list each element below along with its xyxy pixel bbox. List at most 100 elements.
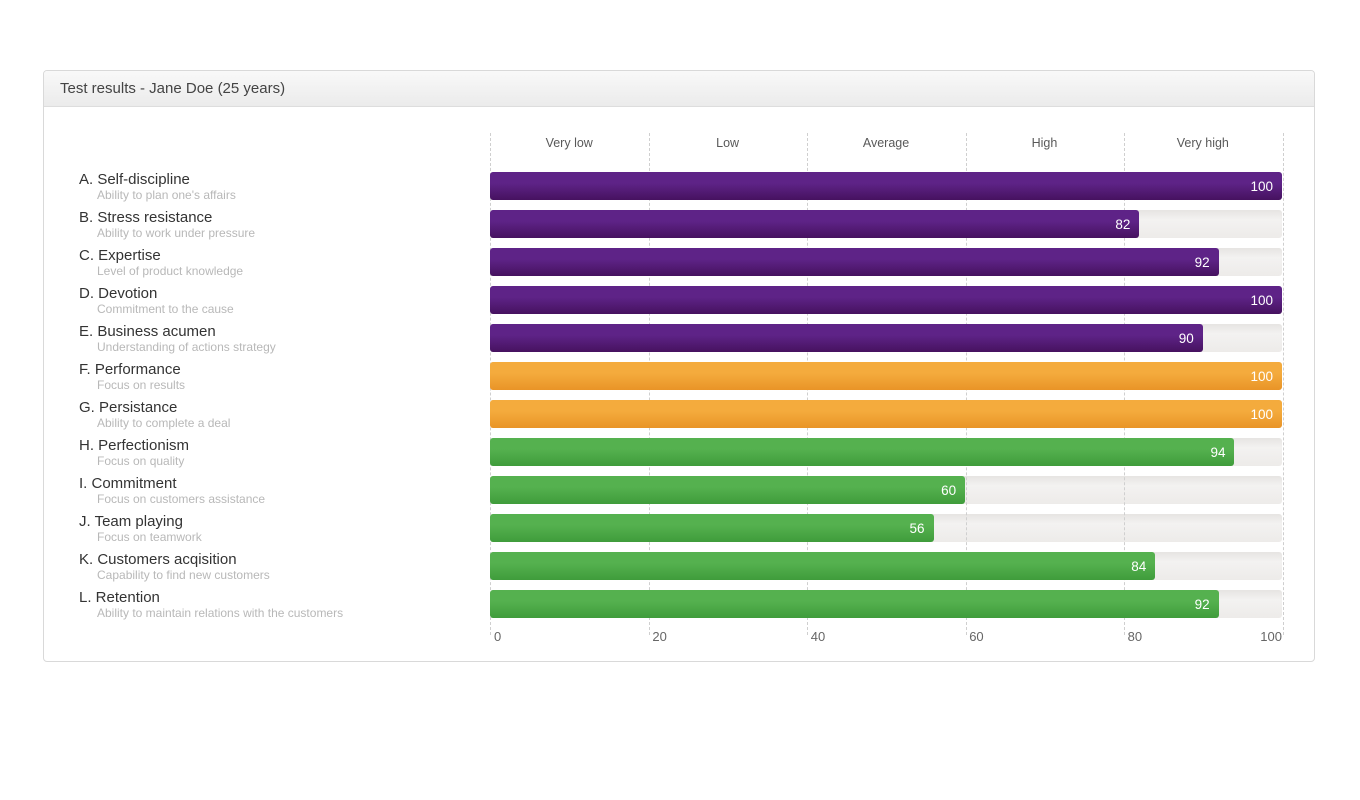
- category-title: I. Commitment: [79, 474, 177, 492]
- band-label: Very low: [545, 136, 593, 150]
- category-title: F. Performance: [79, 360, 181, 378]
- category-label: B. Stress resistance Ability to work unde…: [44, 209, 490, 240]
- bar-fill-purple: 100: [490, 172, 1282, 200]
- chart-row: J. Team playing Focus on teamwork 56: [44, 509, 1314, 547]
- chart-row: H. Perfectionism Focus on quality 94: [44, 433, 1314, 471]
- category-title: D. Devotion: [79, 284, 158, 302]
- x-tick-label: 40: [810, 629, 826, 644]
- chart-row: B. Stress resistance Ability to work unde…: [44, 205, 1314, 243]
- chart-row: G. Persistance Ability to complete a deal…: [44, 395, 1314, 433]
- category-description: Understanding of actions strategy: [97, 339, 276, 354]
- category-description: Commitment to the cause: [97, 301, 234, 316]
- x-tick-label: 60: [969, 629, 984, 644]
- category-title: K. Customers acqisition: [79, 550, 237, 568]
- category-title: L. Retention: [79, 588, 160, 606]
- bar-value: 82: [1115, 216, 1131, 232]
- category-description: Focus on quality: [97, 453, 185, 468]
- chart-row: L. Retention Ability to maintain relation…: [44, 585, 1314, 623]
- bar-container: 94: [490, 438, 1282, 466]
- category-description: Ability to plan one's affairs: [97, 187, 236, 202]
- category-description: Level of product knowledge: [97, 263, 244, 278]
- bar-fill-purple: 92: [490, 248, 1219, 276]
- chart-row: I. Commitment Focus on customers assistan…: [44, 471, 1314, 509]
- category-description: Ability to work under pressure: [97, 225, 256, 240]
- bar-value: 100: [1250, 292, 1273, 308]
- band-label: High: [1031, 136, 1058, 150]
- bar-fill-purple: 90: [490, 324, 1203, 352]
- bar-value: 60: [941, 482, 957, 498]
- bar-value: 84: [1131, 558, 1147, 574]
- chart-row: K. Customers acqisition Capability to fin…: [44, 547, 1314, 585]
- chart-row: D. Devotion Commitment to the cause 100: [44, 281, 1314, 319]
- category-title: E. Business acumen: [79, 322, 216, 340]
- category-label: J. Team playing Focus on teamwork: [44, 513, 490, 544]
- bar-fill-green: 60: [490, 476, 966, 504]
- band-label: Very high: [1176, 136, 1229, 150]
- x-axis-ticks: 0 20 40 60 80 100: [490, 625, 1282, 647]
- category-title: A. Self-discipline: [79, 170, 190, 188]
- bar-fill-green: 56: [490, 514, 934, 542]
- bar-value: 100: [1250, 178, 1273, 194]
- chart-row: C. Expertise Level of product knowledge 92: [44, 243, 1314, 281]
- results-panel: Test results - Jane Doe (25 years) Very …: [43, 70, 1315, 662]
- bar-container: 92: [490, 590, 1282, 618]
- bar-value: 92: [1194, 254, 1210, 270]
- bar-container: 100: [490, 286, 1282, 314]
- x-tick-label: 80: [1127, 629, 1143, 644]
- category-label: F. Performance Focus on results: [44, 361, 490, 392]
- chart-row: F. Performance Focus on results 100: [44, 357, 1314, 395]
- x-tick-label: 100: [1260, 629, 1282, 644]
- category-description: Ability to complete a deal: [97, 415, 231, 430]
- bar-fill-green: 84: [490, 552, 1156, 580]
- x-tick-label: 20: [652, 629, 667, 644]
- category-label: D. Devotion Commitment to the cause: [44, 285, 490, 316]
- category-label: H. Perfectionism Focus on quality: [44, 437, 490, 468]
- bar-value: 100: [1250, 368, 1273, 384]
- category-description: Ability to maintain relations with the c…: [97, 605, 344, 620]
- category-title: H. Perfectionism: [79, 436, 190, 454]
- category-label: L. Retention Ability to maintain relation…: [44, 589, 490, 620]
- bar-fill-purple: 82: [490, 210, 1140, 238]
- bar-container: 56: [490, 514, 1282, 542]
- category-label: I. Commitment Focus on customers assistan…: [44, 475, 490, 506]
- category-title: J. Team playing: [79, 512, 183, 530]
- bar-value: 90: [1178, 330, 1194, 346]
- bar-container: 100: [490, 172, 1282, 200]
- chart-row: E. Business acumen Understanding of actio…: [44, 319, 1314, 357]
- category-title: C. Expertise: [79, 246, 161, 264]
- category-label: A. Self-discipline Ability to plan one's …: [44, 171, 490, 202]
- x-tick-label: 0: [494, 629, 502, 644]
- bar-value: 56: [909, 520, 925, 536]
- bar-container: 92: [490, 248, 1282, 276]
- panel-title: Test results - Jane Doe (25 years): [60, 80, 286, 97]
- category-label: G. Persistance Ability to complete a deal: [44, 399, 490, 430]
- band-label: Average: [862, 136, 910, 150]
- panel-body: Very low Low Average High Very high A. Self-…: [44, 107, 1314, 661]
- bar-container: 100: [490, 400, 1282, 428]
- chart-rows: A. Self-discipline Ability to plan one's …: [44, 167, 1314, 623]
- bar-container: 84: [490, 552, 1282, 580]
- bar-fill-orange: 100: [490, 362, 1282, 390]
- bar-value: 100: [1250, 406, 1273, 422]
- category-description: Focus on teamwork: [97, 529, 202, 544]
- bar-chart: Very low Low Average High Very high A. Self-…: [44, 133, 1314, 647]
- band-label: Low: [716, 136, 740, 150]
- chart-row: A. Self-discipline Ability to plan one's …: [44, 167, 1314, 205]
- category-title: B. Stress resistance: [79, 208, 213, 226]
- category-description: Focus on results: [97, 377, 186, 392]
- bar-value: 94: [1210, 444, 1226, 460]
- bar-container: 60: [490, 476, 1282, 504]
- bar-fill-green: 92: [490, 590, 1219, 618]
- band-label-row: Very low Low Average High Very high: [490, 133, 1282, 167]
- bar-fill-orange: 100: [490, 400, 1282, 428]
- category-title: G. Persistance: [79, 398, 178, 416]
- category-description: Focus on customers assistance: [97, 491, 266, 506]
- panel-header: Test results - Jane Doe (25 years): [44, 71, 1314, 107]
- category-label: C. Expertise Level of product knowledge: [44, 247, 490, 278]
- category-description: Capability to find new customers: [97, 567, 270, 582]
- bar-fill-purple: 100: [490, 286, 1282, 314]
- bar-container: 82: [490, 210, 1282, 238]
- bar-value: 92: [1194, 596, 1210, 612]
- bar-fill-green: 94: [490, 438, 1235, 466]
- bar-container: 100: [490, 362, 1282, 390]
